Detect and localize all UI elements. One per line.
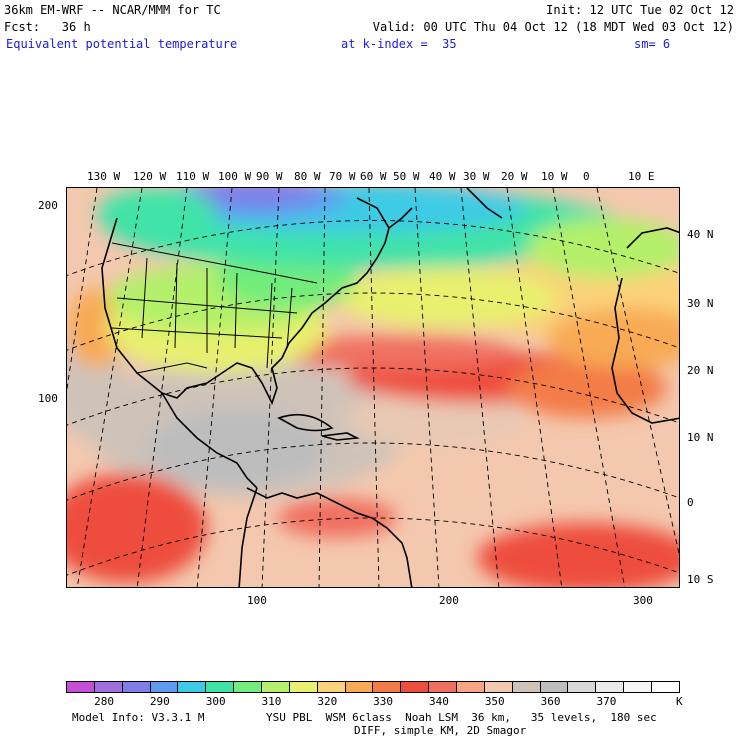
latitude-label: 30 N (687, 297, 714, 310)
longitude-label: 120 W (133, 170, 167, 183)
valid-time: Valid: 00 UTC Thu 04 Oct 12 (18 MDT Wed … (372, 20, 734, 34)
longitude-label: 100 W (218, 170, 252, 183)
colorbar-swatch (457, 682, 485, 692)
colorbar-swatch (484, 682, 513, 692)
colorbar-tick-label: 290 (149, 695, 170, 708)
colorbar-tick-label: 280 (94, 695, 114, 708)
model-info: Model Info: V3.3.1 M (72, 711, 205, 724)
colorbar-swatch (652, 682, 679, 692)
colorbar-swatch (262, 682, 290, 692)
colorbar-swatch (206, 682, 235, 692)
colorbar-swatch (540, 682, 569, 692)
colorbar-swatch (568, 682, 597, 692)
colorbar-tick-label: 360 (540, 695, 561, 708)
equivalent-potential-temperature-map (67, 188, 679, 587)
map-panel (66, 187, 680, 588)
colorbar-swatch (512, 682, 541, 692)
grid-y-label: 100 (38, 392, 58, 405)
coastlines (101, 188, 679, 587)
latitude-label: 40 N (687, 228, 714, 241)
init-time: Init: 12 UTC Tue 02 Oct 12 (546, 3, 734, 17)
colorbar-tick-label: 370 (596, 695, 617, 708)
grid-x-label: 300 (633, 594, 653, 607)
longitude-label: 60 W (360, 170, 387, 183)
longitude-label: 30 W (463, 170, 490, 183)
colorbar-swatch (401, 682, 430, 692)
longitude-label: 130 W (87, 170, 121, 183)
longitude-label: 10 W (541, 170, 568, 183)
longitude-label: 110 W (176, 170, 210, 183)
colorbar-tick-label: 330 (373, 695, 394, 708)
latitude-label: 10 S (687, 573, 714, 586)
forecast-hour: Fcst: 36 h (4, 20, 91, 34)
smoothing: sm= 6 (634, 37, 671, 51)
longitude-label: 0 (583, 170, 590, 183)
colorbar-swatch (67, 682, 95, 692)
colorbar-swatch (373, 682, 402, 692)
colorbar-tick-label: 300 (205, 695, 226, 708)
colorbar-swatch (178, 682, 207, 692)
longitude-label: 40 W (429, 170, 456, 183)
colorbar-swatch (234, 682, 263, 692)
longitude-label: 70 W (329, 170, 356, 183)
colorbar-swatch (624, 682, 653, 692)
colorbar-swatch (317, 682, 346, 692)
colorbar-tick-label: 350 (484, 695, 505, 708)
latitude-label: 0 (687, 496, 694, 509)
longitude-label: 10 E (628, 170, 655, 183)
colorbar-tick-label: 320 (317, 695, 338, 708)
colorbar-tick-label: 340 (429, 695, 449, 708)
colorbar-swatch (429, 682, 458, 692)
grid-y-label: 200 (38, 199, 58, 212)
model-title: 36km EM-WRF -- NCAR/MMM for TC (4, 3, 221, 17)
longitude-label: 50 W (393, 170, 420, 183)
longitude-label: 90 W (256, 170, 283, 183)
field-shading (67, 188, 679, 587)
colorbar (66, 681, 680, 693)
latitude-label: 20 N (687, 364, 714, 377)
latitude-label: 10 N (687, 431, 714, 444)
field-name: Equivalent potential temperature (6, 37, 238, 51)
colorbar-swatch (150, 682, 179, 692)
colorbar-swatch (596, 682, 625, 692)
colorbar-unit: K (676, 695, 683, 708)
colorbar-swatch (94, 682, 123, 692)
physics-info: YSU PBL WSM 6class Noah LSM 36 km, 35 le… (266, 711, 657, 724)
longitude-label: 80 W (294, 170, 321, 183)
grid-x-label: 100 (247, 594, 267, 607)
level-index: at k-index = 35 (341, 37, 457, 51)
colorbar-swatch (122, 682, 151, 692)
colorbar-tick-label: 310 (261, 695, 282, 708)
colorbar-swatch (289, 682, 318, 692)
grid-x-label: 200 (439, 594, 459, 607)
longitude-label: 20 W (501, 170, 528, 183)
colorbar-swatch (345, 682, 374, 692)
political-borders (111, 242, 318, 374)
diffusion-info: DIFF, simple KM, 2D Smagor (354, 724, 527, 737)
